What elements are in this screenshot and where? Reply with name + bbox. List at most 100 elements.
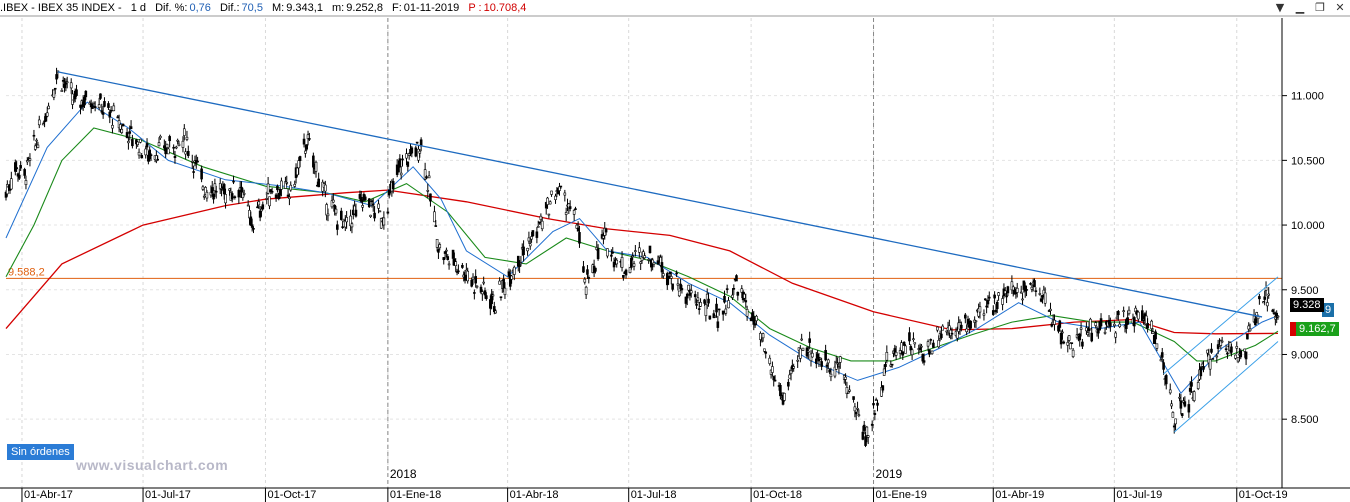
candle-body — [986, 300, 990, 305]
candle-body — [1202, 366, 1205, 370]
candle-body — [857, 414, 861, 417]
candle-body — [854, 411, 858, 415]
candle-body — [371, 203, 375, 206]
x-tick-label: 01-Oct-18 — [753, 489, 802, 501]
candle-body — [1058, 320, 1062, 328]
candle-body — [167, 148, 170, 155]
candle-body — [184, 151, 187, 155]
candle-body — [1127, 309, 1131, 315]
candle-body — [586, 269, 589, 275]
channel-line — [1163, 276, 1279, 375]
candle-body — [228, 188, 231, 191]
candle-body — [457, 270, 460, 273]
candle-body — [1094, 322, 1098, 326]
x-tick-label: 01-Abr-17 — [24, 489, 73, 501]
candle-body — [1159, 359, 1163, 362]
candle-body — [1263, 296, 1267, 300]
candle-body — [526, 247, 529, 252]
candle-body — [721, 310, 725, 315]
candle-body — [1162, 362, 1165, 370]
candle-body — [920, 345, 923, 348]
candle-body — [387, 189, 391, 196]
candle-body — [568, 206, 572, 209]
candle-body — [159, 135, 162, 139]
candle-body — [93, 106, 97, 109]
candle-body — [862, 424, 866, 431]
candle-body — [121, 123, 125, 127]
y-tick-label: 9.000 — [1291, 349, 1319, 361]
candle-body — [632, 263, 636, 267]
candle-body — [768, 357, 772, 364]
status-badge[interactable]: Sin órdenes — [7, 444, 74, 460]
candle-body — [270, 190, 274, 193]
candle-body — [960, 324, 963, 329]
candle-body — [108, 111, 112, 118]
candle-body — [538, 221, 541, 224]
candle-body — [993, 294, 996, 299]
candle-body — [499, 296, 503, 299]
candle-body — [874, 399, 878, 401]
candle-body — [796, 359, 799, 362]
candle-body — [466, 270, 470, 282]
moving-average-tag: 9.162,7 — [1296, 322, 1339, 336]
candle-body — [1140, 310, 1144, 322]
candle-body — [324, 184, 327, 192]
candle-body — [825, 364, 829, 367]
candle-body — [928, 349, 931, 355]
candle-body — [185, 136, 189, 140]
candle-body — [1081, 341, 1084, 347]
candle-body — [997, 292, 1000, 296]
candle-body — [731, 294, 734, 298]
candle-body — [1071, 349, 1075, 357]
candle-body — [932, 342, 935, 348]
restore-icon[interactable]: ❐ — [1315, 1, 1325, 14]
candle-body — [771, 366, 774, 373]
candle-body — [667, 275, 670, 279]
candle-body — [289, 184, 293, 191]
candle-body — [1103, 331, 1107, 334]
candle-body — [1271, 309, 1274, 312]
candle-body — [574, 208, 577, 210]
candle-body — [361, 205, 364, 208]
candle-body — [103, 101, 106, 107]
candle-body — [438, 244, 442, 249]
candle-body — [634, 250, 637, 252]
candle-body — [423, 169, 427, 180]
candle-body — [274, 194, 278, 199]
candle-body — [1171, 412, 1175, 418]
candle-body — [559, 185, 563, 188]
candle-body — [214, 190, 218, 193]
candle-body — [330, 200, 334, 208]
candle-body — [638, 247, 641, 253]
candle-body — [808, 338, 811, 343]
menu-arrow-icon[interactable]: ▼ — [1275, 1, 1285, 14]
candle-body — [536, 226, 540, 228]
candle-body — [406, 161, 410, 167]
candle-body — [1090, 332, 1094, 342]
candle-body — [129, 126, 133, 130]
candle-body — [656, 260, 660, 265]
minimize-icon[interactable]: ▁ — [1295, 1, 1305, 14]
candle-body — [36, 144, 40, 148]
candle-body — [707, 298, 710, 304]
candle-body — [474, 276, 477, 284]
close-icon[interactable]: ✕ — [1335, 1, 1345, 14]
candle-body — [92, 101, 96, 104]
candle-body — [744, 300, 748, 303]
candle-body — [937, 340, 941, 348]
candle-body — [418, 150, 422, 154]
candle-body — [965, 328, 968, 333]
candle-body — [139, 138, 142, 143]
candle-body — [901, 351, 905, 356]
candle-body — [434, 225, 438, 227]
candle-body — [985, 305, 988, 308]
candle-body — [470, 279, 473, 287]
x-tick-label: 01-Ene-19 — [876, 489, 927, 501]
candle-body — [716, 321, 720, 328]
candle-body — [1122, 310, 1125, 312]
candle-body — [494, 310, 497, 314]
candle-body — [974, 320, 978, 323]
candle-body — [53, 87, 57, 90]
candle-body — [852, 396, 855, 400]
